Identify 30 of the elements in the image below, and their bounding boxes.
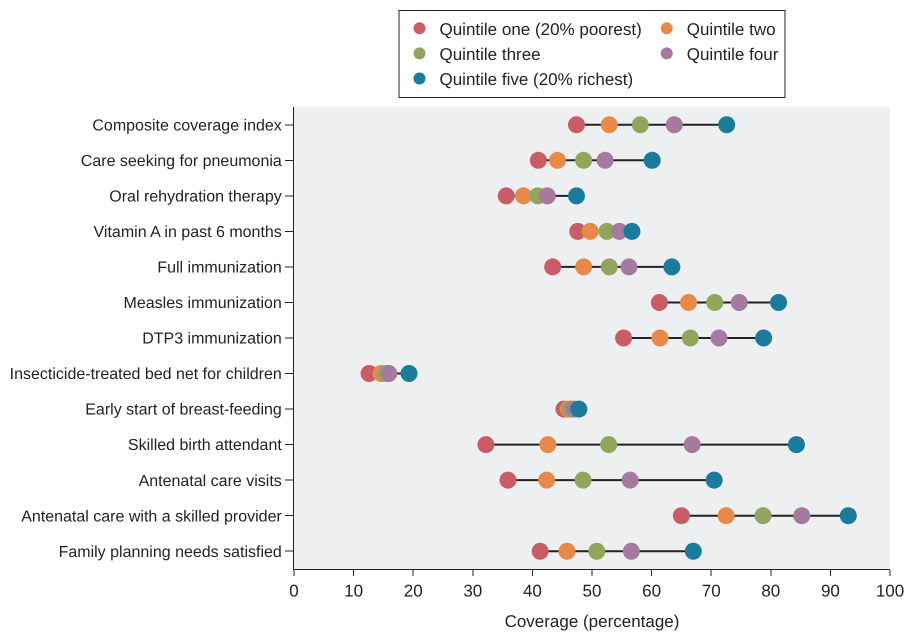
x-tick-label: 100 [876, 581, 904, 600]
legend-label: Quintile one (20% poorest) [440, 20, 642, 39]
x-tick-label: 50 [582, 581, 602, 600]
y-tick-label: Composite coverage index [92, 117, 282, 134]
x-tick-label: 0 [289, 581, 299, 600]
legend-label: Quintile five (20% richest) [440, 70, 634, 90]
y-tick-label: Early start of breast-feeding [85, 402, 282, 419]
y-tick-label: Oral rehydration therapy [109, 188, 282, 206]
legend-label: Quintile four [686, 45, 779, 64]
x-tick-label: 70 [702, 581, 721, 600]
y-tick-label: Measles immunization [124, 295, 282, 312]
x-tick-label: 80 [761, 581, 780, 600]
legend-label: Quintile two [686, 20, 776, 39]
x-tick-label: 40 [522, 581, 542, 600]
x-tick-label: 60 [642, 581, 662, 600]
y-tick-label: DTP3 immunization [142, 330, 282, 348]
y-tick-label: Care seeking for pneumonia [80, 152, 282, 170]
y-tick-label: Insecticide-treated bed net for children [10, 366, 282, 384]
y-tick-label: Skilled birth attendant [128, 437, 282, 454]
y-tick-label: Full immunization [157, 260, 282, 277]
y-tick-label: Antenatal care visits [138, 472, 282, 490]
legend-label: Quintile three [440, 45, 541, 64]
y-tick-label: Family planning needs satisfied [58, 544, 282, 561]
y-tick-label: Vitamin A in past 6 months [94, 224, 282, 241]
x-tick-label: 10 [344, 581, 364, 600]
y-tick-label: Antenatal care with a skilled provider [21, 508, 282, 526]
x-axis-title: Coverage (percentage) [504, 612, 680, 631]
x-tick-label: 90 [820, 581, 840, 600]
x-tick-label: 20 [404, 581, 423, 600]
x-tick-label: 30 [463, 581, 482, 600]
